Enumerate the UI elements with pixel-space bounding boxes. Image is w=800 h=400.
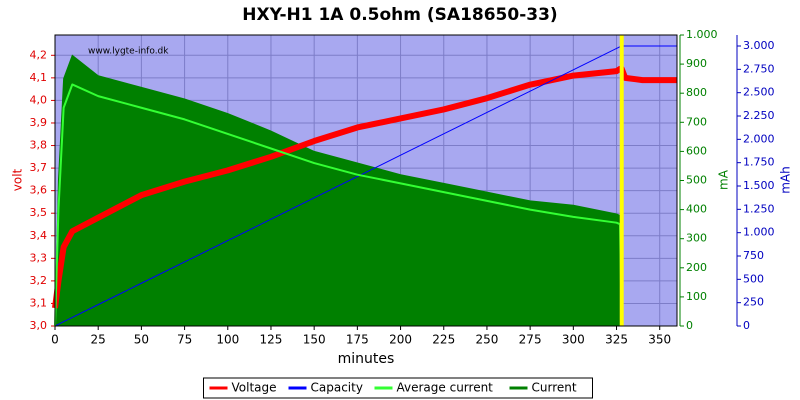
y-tick-label: 3,7	[30, 161, 48, 174]
x-tick-label: 25	[91, 333, 106, 347]
y2-axis-label: mA	[717, 169, 731, 190]
legend-label: Current	[532, 381, 577, 395]
y-tick-label: 4,0	[30, 93, 48, 106]
y2-tick-label: 900	[686, 57, 707, 70]
y3-tick-label: 1.250	[743, 202, 775, 215]
y3-tick-label: 1.750	[743, 156, 775, 169]
y3-tick-label: 2.000	[743, 132, 775, 145]
y3-tick-label: 2.750	[743, 62, 775, 75]
legend: Voltage Capacity Average current Current	[203, 377, 593, 399]
y-tick-label: 3,8	[30, 139, 48, 152]
y3-tick-label: 1.000	[743, 226, 775, 239]
x-tick-label: 0	[51, 333, 59, 347]
y2-tick-label: 200	[686, 261, 707, 274]
y2-tick-label: 500	[686, 174, 707, 187]
y-tick-label: 3,9	[30, 116, 48, 129]
x-tick-label: 350	[648, 333, 671, 347]
x-tick-label: 325	[605, 333, 628, 347]
chart-title: HXY-H1 1A 0.5ohm (SA18650-33)	[242, 5, 557, 25]
x-tick-label: 175	[346, 333, 369, 347]
y3-tick-label: 2.500	[743, 86, 775, 99]
y3-tick-label: 1.500	[743, 179, 775, 192]
plot-frame	[54, 34, 678, 327]
x-tick-label: 125	[260, 333, 283, 347]
x-tick-label: 275	[519, 333, 542, 347]
y2-tick-label: 100	[686, 290, 707, 303]
y3-tick-label: 0	[743, 319, 750, 332]
x-tick-label: 75	[177, 333, 192, 347]
x-tick-label: 250	[475, 333, 498, 347]
y2-tick-label: 400	[686, 203, 707, 216]
x-tick-label: 300	[562, 333, 585, 347]
y-axis-label: volt	[11, 168, 25, 191]
y-tick-label: 3,4	[30, 229, 48, 242]
y-tick-label: 3,6	[30, 184, 48, 197]
x-axis-label: minutes	[338, 351, 395, 367]
legend-label: Capacity	[311, 381, 363, 395]
y2-tick-label: 1.000	[686, 28, 718, 41]
y3-axis-label: mAh	[779, 166, 793, 194]
y2-tick-label: 700	[686, 115, 707, 128]
x-tick-label: 100	[216, 333, 239, 347]
legend-label: Average current	[397, 381, 494, 395]
y2-tick-label: 800	[686, 86, 707, 99]
y2-tick-label: 300	[686, 232, 707, 245]
legend-box	[203, 377, 593, 399]
y-tick-label: 4,2	[30, 48, 48, 61]
y-tick-label: 3,3	[30, 251, 48, 264]
x-tick-label: 225	[432, 333, 455, 347]
y-tick-label: 4,1	[30, 71, 48, 84]
x-tick-label: 50	[134, 333, 149, 347]
legend-label: Voltage	[232, 381, 277, 395]
series-line	[54, 83, 623, 327]
y3-tick-label: 3.000	[743, 39, 775, 52]
y3-tick-label: 750	[743, 249, 764, 262]
x-tick-label: 200	[389, 333, 412, 347]
y3-tick-label: 2.250	[743, 109, 775, 122]
y-tick-label: 3,1	[30, 296, 48, 309]
y-tick-label: 3,0	[30, 319, 48, 332]
watermark: www.lygte-info.dk	[88, 47, 169, 57]
y2-tick-label: 0	[686, 319, 693, 332]
x-tick-label: 150	[303, 333, 326, 347]
y3-tick-label: 500	[743, 272, 764, 285]
y-tick-label: 3,5	[30, 206, 48, 219]
y2-tick-label: 600	[686, 144, 707, 157]
y-tick-label: 3,2	[30, 274, 48, 287]
y3-tick-label: 250	[743, 296, 764, 309]
